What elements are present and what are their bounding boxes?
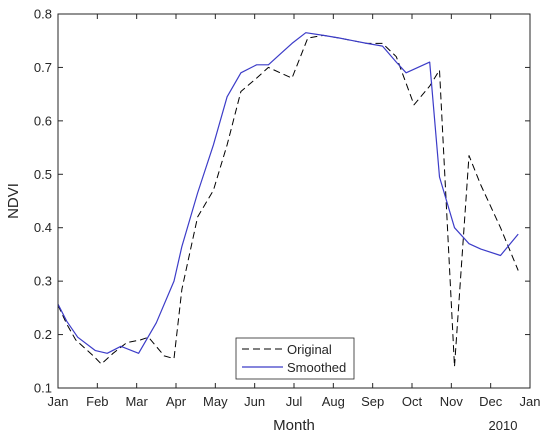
x-tick-label: May (203, 394, 228, 409)
x-tick-label: Jan (48, 394, 69, 409)
y-tick-label: 0.6 (34, 113, 52, 128)
x-axis-year-label: 2010 (489, 418, 518, 433)
x-tick-label: Nov (440, 394, 464, 409)
x-tick-label: Apr (166, 394, 187, 409)
series-smoothed-line (57, 32, 519, 354)
legend-box (235, 337, 355, 380)
legend-original-label: Original (287, 342, 332, 357)
series-layer (57, 32, 519, 368)
x-tick-label: Sep (361, 394, 384, 409)
y-tick-label: 0.2 (34, 327, 52, 342)
y-tick-label: 0.5 (34, 167, 52, 182)
y-tick-label: 0.4 (34, 220, 52, 235)
x-tick-label: Dec (479, 394, 503, 409)
plot-frame (57, 13, 531, 389)
axes-layer: Jan Feb Mar Apr May Jun Jul Aug Sep Oct Nov Dec Jan0… (34, 7, 541, 410)
x-axis-label: Month (273, 417, 315, 434)
y-axis-label: NDVI (5, 183, 22, 219)
plot-area (58, 14, 530, 388)
x-tick-label: Jul (286, 394, 303, 409)
y-tick-label: 0.3 (34, 274, 52, 289)
series-original-line (57, 34, 519, 368)
x-tick-label: Aug (322, 394, 345, 409)
y-tick-label: 0.1 (34, 381, 52, 396)
legend: Original Smoothed (235, 337, 355, 380)
x-tick-label: Oct (402, 394, 423, 409)
x-tick-label: Jan (520, 394, 541, 409)
x-tick-label: Jun (244, 394, 265, 409)
y-tick-label: 0.8 (34, 7, 52, 22)
legend-smoothed-label: Smoothed (287, 360, 346, 375)
y-tick-label: 0.7 (34, 60, 52, 75)
x-tick-label: Mar (125, 394, 148, 409)
x-tick-label: Feb (86, 394, 108, 409)
